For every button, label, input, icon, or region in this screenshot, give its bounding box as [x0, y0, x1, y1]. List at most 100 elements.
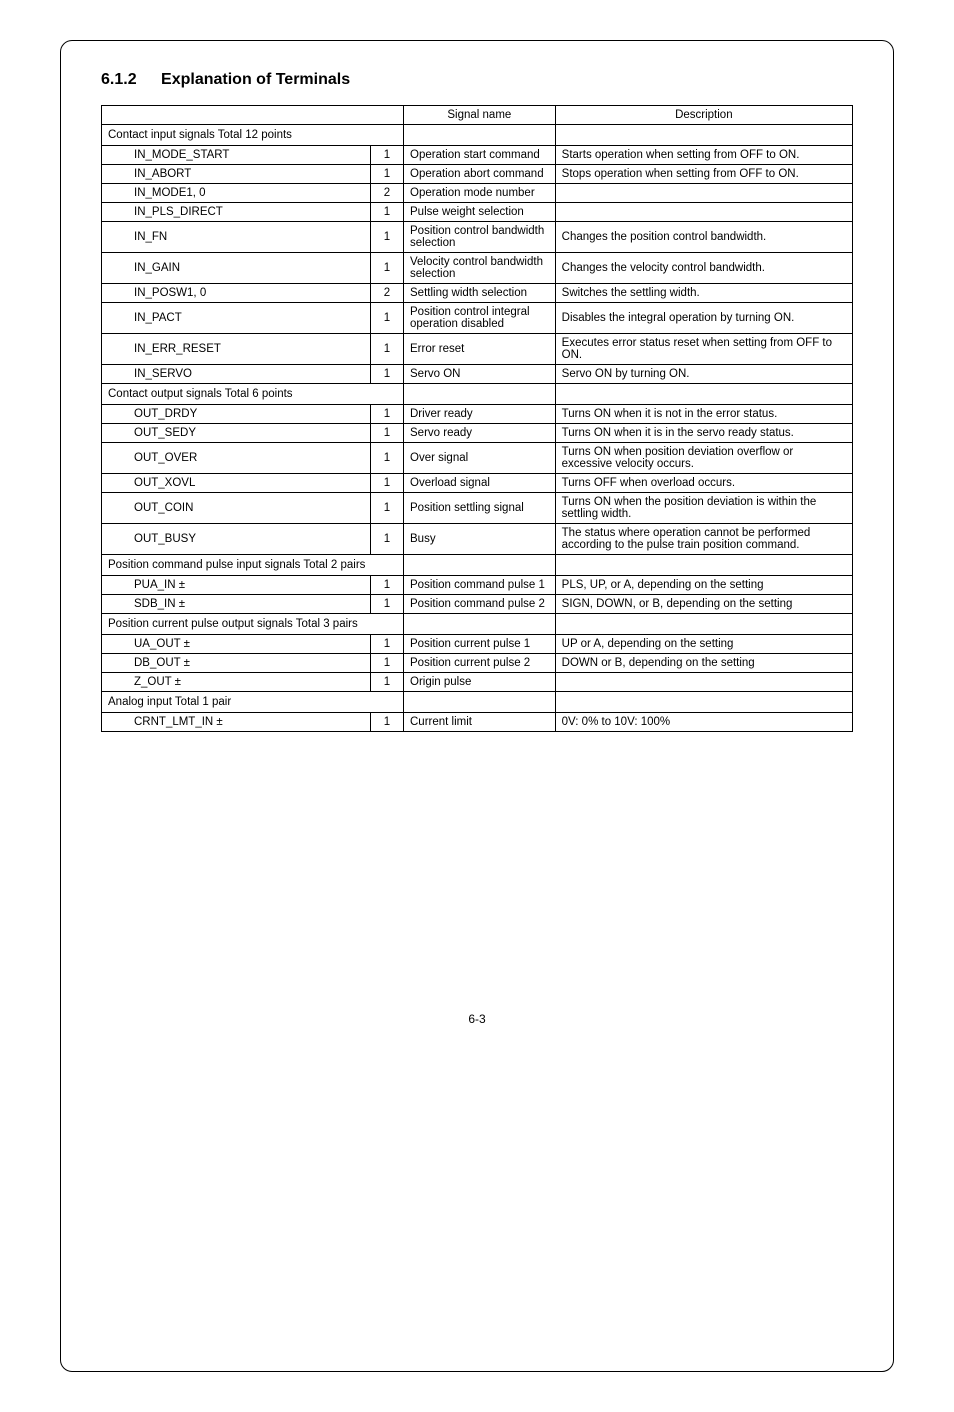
table-row: IN_MODE1, 02Operation mode number	[102, 184, 853, 203]
indent	[102, 203, 129, 222]
terminal-signal: Origin pulse	[404, 673, 556, 692]
terminal-name: IN_MODE_START	[128, 146, 371, 165]
terminal-signal: Busy	[404, 524, 556, 555]
terminal-desc: 0V: 0% to 10V: 100%	[555, 713, 852, 732]
section-row: Position command pulse input signals Tot…	[102, 555, 853, 576]
terminal-desc: Turns ON when it is not in the error sta…	[555, 405, 852, 424]
indent	[102, 365, 129, 384]
section-signal-empty	[404, 125, 556, 146]
header-row: Signal name Description	[102, 106, 853, 125]
terminal-count: 1	[371, 365, 404, 384]
terminal-signal: Servo ready	[404, 424, 556, 443]
terminal-signal: Velocity control bandwidth selection	[404, 253, 556, 284]
terminal-desc: The status where operation cannot be per…	[555, 524, 852, 555]
section-signal-empty	[404, 614, 556, 635]
section-row: Analog input Total 1 pair	[102, 692, 853, 713]
terminal-desc: Starts operation when setting from OFF t…	[555, 146, 852, 165]
indent	[102, 253, 129, 284]
indent	[102, 524, 129, 555]
terminal-signal: Current limit	[404, 713, 556, 732]
terminal-signal: Driver ready	[404, 405, 556, 424]
section-row: Position current pulse output signals To…	[102, 614, 853, 635]
terminal-desc: Turns ON when position deviation overflo…	[555, 443, 852, 474]
terminal-name: UA_OUT ±	[128, 635, 371, 654]
indent	[102, 405, 129, 424]
terminal-signal: Position settling signal	[404, 493, 556, 524]
terminal-signal: Over signal	[404, 443, 556, 474]
terminal-desc	[555, 184, 852, 203]
table-row: CRNT_LMT_IN ±1Current limit0V: 0% to 10V…	[102, 713, 853, 732]
section-desc-empty	[555, 692, 852, 713]
terminal-count: 1	[371, 146, 404, 165]
section-signal-empty	[404, 555, 556, 576]
indent	[102, 654, 129, 673]
section-title: Position command pulse input signals Tot…	[102, 555, 404, 576]
terminal-name: OUT_BUSY	[128, 524, 371, 555]
terminal-count: 1	[371, 424, 404, 443]
indent	[102, 146, 129, 165]
terminal-name: IN_FN	[128, 222, 371, 253]
indent	[102, 184, 129, 203]
terminal-signal: Pulse weight selection	[404, 203, 556, 222]
terminal-name: OUT_DRDY	[128, 405, 371, 424]
heading-number: 6.1.2	[101, 71, 137, 88]
table-row: PUA_IN ±1Position command pulse 1PLS, UP…	[102, 576, 853, 595]
terminal-count: 1	[371, 443, 404, 474]
terminal-name: PUA_IN ±	[128, 576, 371, 595]
terminal-name: OUT_COIN	[128, 493, 371, 524]
section-title: Analog input Total 1 pair	[102, 692, 404, 713]
table-row: IN_PACT1Position control integral operat…	[102, 303, 853, 334]
indent	[102, 474, 129, 493]
table-row: IN_ERR_RESET1Error resetExecutes error s…	[102, 334, 853, 365]
terminal-count: 1	[371, 222, 404, 253]
section-row: Contact output signals Total 6 points	[102, 384, 853, 405]
indent	[102, 303, 129, 334]
indent	[102, 713, 129, 732]
terminal-signal: Operation mode number	[404, 184, 556, 203]
terminal-count: 1	[371, 253, 404, 284]
table-row: OUT_XOVL1Overload signalTurns OFF when o…	[102, 474, 853, 493]
terminal-name: DB_OUT ±	[128, 654, 371, 673]
terminal-count: 1	[371, 405, 404, 424]
table-row: OUT_DRDY1Driver readyTurns ON when it is…	[102, 405, 853, 424]
section-desc-empty	[555, 555, 852, 576]
terminal-desc: Changes the velocity control bandwidth.	[555, 253, 852, 284]
terminal-count: 1	[371, 474, 404, 493]
terminal-desc: UP or A, depending on the setting	[555, 635, 852, 654]
terminal-signal: Operation start command	[404, 146, 556, 165]
terminal-name: IN_PLS_DIRECT	[128, 203, 371, 222]
page-footer: 6-3	[101, 1012, 853, 1026]
indent	[102, 424, 129, 443]
terminal-count: 1	[371, 595, 404, 614]
terminal-name: IN_PACT	[128, 303, 371, 334]
section-desc-empty	[555, 125, 852, 146]
terminal-signal: Position control integral operation disa…	[404, 303, 556, 334]
table-row: IN_POSW1, 02Settling width selectionSwit…	[102, 284, 853, 303]
terminal-desc: PLS, UP, or A, depending on the setting	[555, 576, 852, 595]
terminal-count: 1	[371, 576, 404, 595]
indent	[102, 493, 129, 524]
terminal-name: OUT_OVER	[128, 443, 371, 474]
terminal-count: 1	[371, 654, 404, 673]
terminal-desc: Stops operation when setting from OFF to…	[555, 165, 852, 184]
header-signal: Signal name	[404, 106, 556, 125]
terminal-desc: SIGN, DOWN, or B, depending on the setti…	[555, 595, 852, 614]
table-row: OUT_COIN1Position settling signalTurns O…	[102, 493, 853, 524]
section-title: Position current pulse output signals To…	[102, 614, 404, 635]
terminal-signal: Position current pulse 1	[404, 635, 556, 654]
section-row: Contact input signals Total 12 points	[102, 125, 853, 146]
table-row: IN_PLS_DIRECT1Pulse weight selection	[102, 203, 853, 222]
terminal-desc: Turns ON when the position deviation is …	[555, 493, 852, 524]
terminal-name: OUT_SEDY	[128, 424, 371, 443]
table-row: UA_OUT ±1Position current pulse 1UP or A…	[102, 635, 853, 654]
terminal-signal: Overload signal	[404, 474, 556, 493]
terminal-signal: Settling width selection	[404, 284, 556, 303]
terminal-count: 1	[371, 673, 404, 692]
terminal-count: 1	[371, 635, 404, 654]
terminal-desc	[555, 673, 852, 692]
terminal-name: CRNT_LMT_IN ±	[128, 713, 371, 732]
indent	[102, 284, 129, 303]
header-description: Description	[555, 106, 852, 125]
table-row: OUT_OVER1Over signalTurns ON when positi…	[102, 443, 853, 474]
terminal-count: 1	[371, 713, 404, 732]
